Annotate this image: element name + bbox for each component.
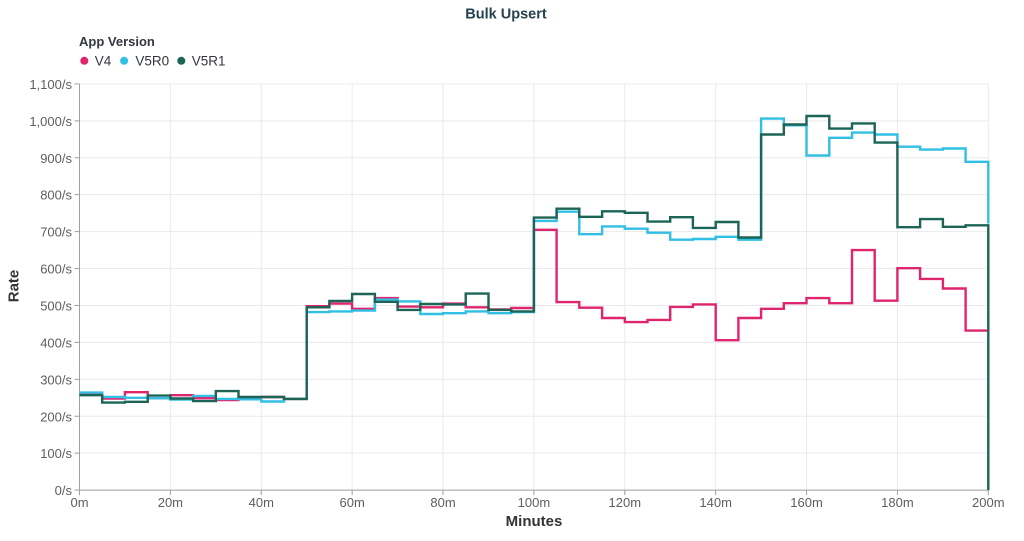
svg-text:Bulk Upsert: Bulk Upsert	[465, 7, 547, 23]
svg-text:20m: 20m	[158, 495, 183, 510]
svg-text:1,100/s: 1,100/s	[29, 77, 72, 92]
svg-text:V5R0: V5R0	[135, 54, 169, 69]
svg-text:1,000/s: 1,000/s	[29, 114, 72, 129]
svg-text:140m: 140m	[699, 495, 732, 510]
svg-text:60m: 60m	[339, 495, 364, 510]
svg-text:100/s: 100/s	[40, 446, 72, 461]
svg-text:40m: 40m	[249, 495, 274, 510]
svg-text:600/s: 600/s	[40, 262, 72, 277]
svg-text:120m: 120m	[609, 495, 642, 510]
svg-text:0m: 0m	[70, 495, 88, 510]
svg-text:800/s: 800/s	[40, 188, 72, 203]
svg-text:100m: 100m	[518, 495, 551, 510]
svg-text:80m: 80m	[430, 495, 455, 510]
svg-text:App Version: App Version	[79, 34, 155, 49]
svg-text:200m: 200m	[972, 495, 1005, 510]
svg-text:400/s: 400/s	[40, 335, 72, 350]
svg-text:900/s: 900/s	[40, 151, 72, 166]
svg-text:500/s: 500/s	[40, 298, 72, 313]
svg-text:160m: 160m	[790, 495, 823, 510]
svg-text:V4: V4	[95, 54, 112, 69]
svg-text:0/s: 0/s	[55, 483, 73, 498]
svg-text:300/s: 300/s	[40, 372, 72, 387]
svg-text:180m: 180m	[881, 495, 914, 510]
svg-text:Minutes: Minutes	[506, 513, 563, 530]
svg-text:200/s: 200/s	[40, 409, 72, 424]
svg-text:700/s: 700/s	[40, 225, 72, 240]
svg-text:V5R1: V5R1	[192, 54, 226, 69]
svg-text:Rate: Rate	[6, 270, 23, 303]
